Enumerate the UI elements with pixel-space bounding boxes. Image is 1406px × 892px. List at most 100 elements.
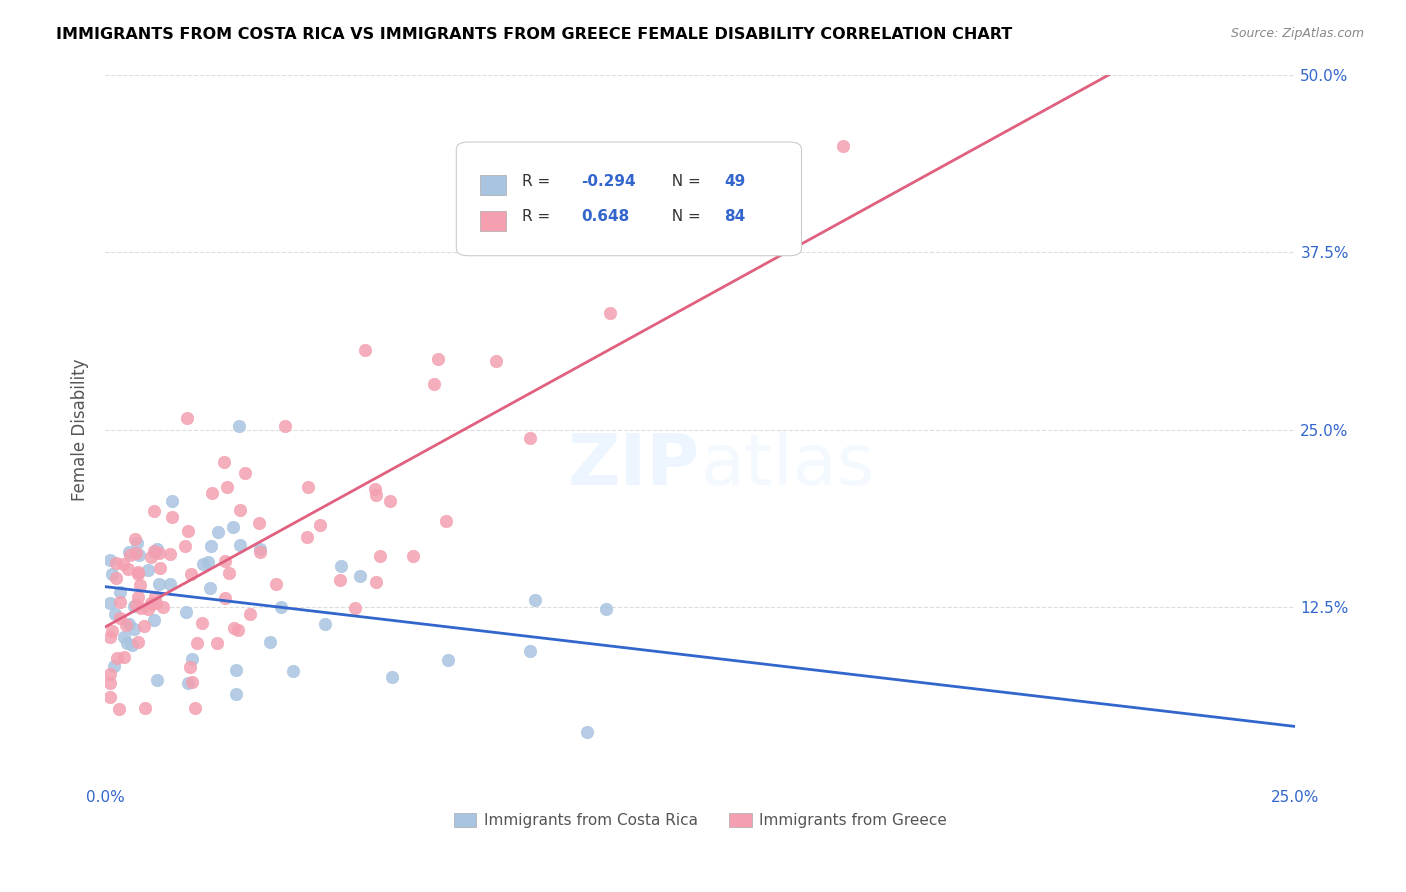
Legend: Immigrants from Costa Rica, Immigrants from Greece: Immigrants from Costa Rica, Immigrants f… — [447, 807, 953, 834]
Point — [239, 607, 262, 621]
Point — [176, 411, 198, 425]
Point — [485, 353, 508, 368]
Point — [104, 607, 127, 622]
Point — [190, 615, 212, 630]
Point — [197, 555, 219, 569]
Point — [200, 486, 222, 500]
Text: -0.294: -0.294 — [581, 174, 636, 188]
Point — [180, 566, 202, 581]
Point — [214, 554, 236, 568]
Point — [115, 618, 138, 632]
Point — [105, 651, 128, 665]
Point — [104, 571, 127, 585]
Point — [329, 573, 352, 587]
Text: IMMIGRANTS FROM COSTA RICA VS IMMIGRANTS FROM GREECE FEMALE DISABILITY CORRELATI: IMMIGRANTS FROM COSTA RICA VS IMMIGRANTS… — [56, 27, 1012, 42]
Point — [228, 418, 250, 433]
Point — [423, 377, 446, 392]
Point — [229, 538, 252, 552]
Point — [274, 419, 297, 434]
Point — [270, 600, 292, 615]
Point — [141, 597, 163, 611]
Point — [297, 530, 319, 544]
Point — [343, 601, 366, 615]
Point — [434, 514, 457, 528]
Point — [98, 630, 121, 644]
Point — [118, 549, 141, 563]
Point — [105, 556, 128, 570]
Point — [330, 558, 353, 573]
Point — [218, 566, 240, 580]
Point — [100, 624, 122, 638]
Point — [148, 546, 170, 560]
Point — [368, 549, 391, 563]
Point — [132, 619, 155, 633]
Point — [198, 581, 221, 595]
Point — [98, 666, 121, 681]
Point — [200, 539, 222, 553]
Point — [349, 569, 371, 583]
Point — [162, 494, 184, 508]
FancyBboxPatch shape — [479, 175, 506, 195]
Point — [152, 600, 174, 615]
Point — [98, 597, 121, 611]
Point — [832, 138, 855, 153]
Point — [226, 623, 249, 637]
Point — [136, 563, 159, 577]
Point — [148, 577, 170, 591]
Text: ZIP: ZIP — [568, 431, 700, 500]
Point — [314, 617, 336, 632]
Point — [181, 652, 204, 666]
Point — [134, 701, 156, 715]
Point — [174, 605, 197, 619]
Point — [519, 643, 541, 657]
Text: N =: N = — [662, 174, 706, 188]
Point — [101, 566, 124, 581]
Text: 84: 84 — [724, 209, 745, 224]
Point — [98, 690, 121, 704]
Text: atlas: atlas — [700, 431, 875, 500]
Point — [112, 649, 135, 664]
Point — [108, 585, 131, 599]
Point — [125, 546, 148, 560]
Point — [117, 562, 139, 576]
Point — [205, 636, 228, 650]
Point — [222, 621, 245, 635]
Point — [118, 545, 141, 559]
Point — [402, 549, 425, 563]
Point — [136, 602, 159, 616]
Point — [364, 488, 387, 502]
Point — [125, 535, 148, 549]
Point — [149, 561, 172, 575]
Point — [595, 602, 617, 616]
Point — [297, 479, 319, 493]
Point — [143, 545, 166, 559]
Point — [103, 658, 125, 673]
Point — [122, 599, 145, 614]
Point — [111, 557, 134, 571]
Point — [309, 517, 332, 532]
Point — [229, 503, 252, 517]
Point — [127, 566, 149, 580]
Point — [177, 524, 200, 539]
Point — [233, 466, 256, 480]
Point — [575, 724, 598, 739]
Point — [108, 611, 131, 625]
Point — [159, 576, 181, 591]
Point — [127, 590, 149, 604]
Point — [115, 636, 138, 650]
Point — [249, 545, 271, 559]
Point — [98, 553, 121, 567]
Point — [264, 577, 287, 591]
Point — [160, 510, 183, 524]
Text: R =: R = — [522, 174, 555, 188]
Y-axis label: Female Disability: Female Disability — [72, 359, 89, 501]
Point — [122, 622, 145, 636]
Text: Source: ZipAtlas.com: Source: ZipAtlas.com — [1230, 27, 1364, 40]
Point — [283, 664, 305, 678]
Point — [222, 520, 245, 534]
Point — [378, 494, 401, 508]
Point — [177, 676, 200, 690]
Point — [146, 542, 169, 557]
Point — [143, 503, 166, 517]
Point — [143, 590, 166, 604]
